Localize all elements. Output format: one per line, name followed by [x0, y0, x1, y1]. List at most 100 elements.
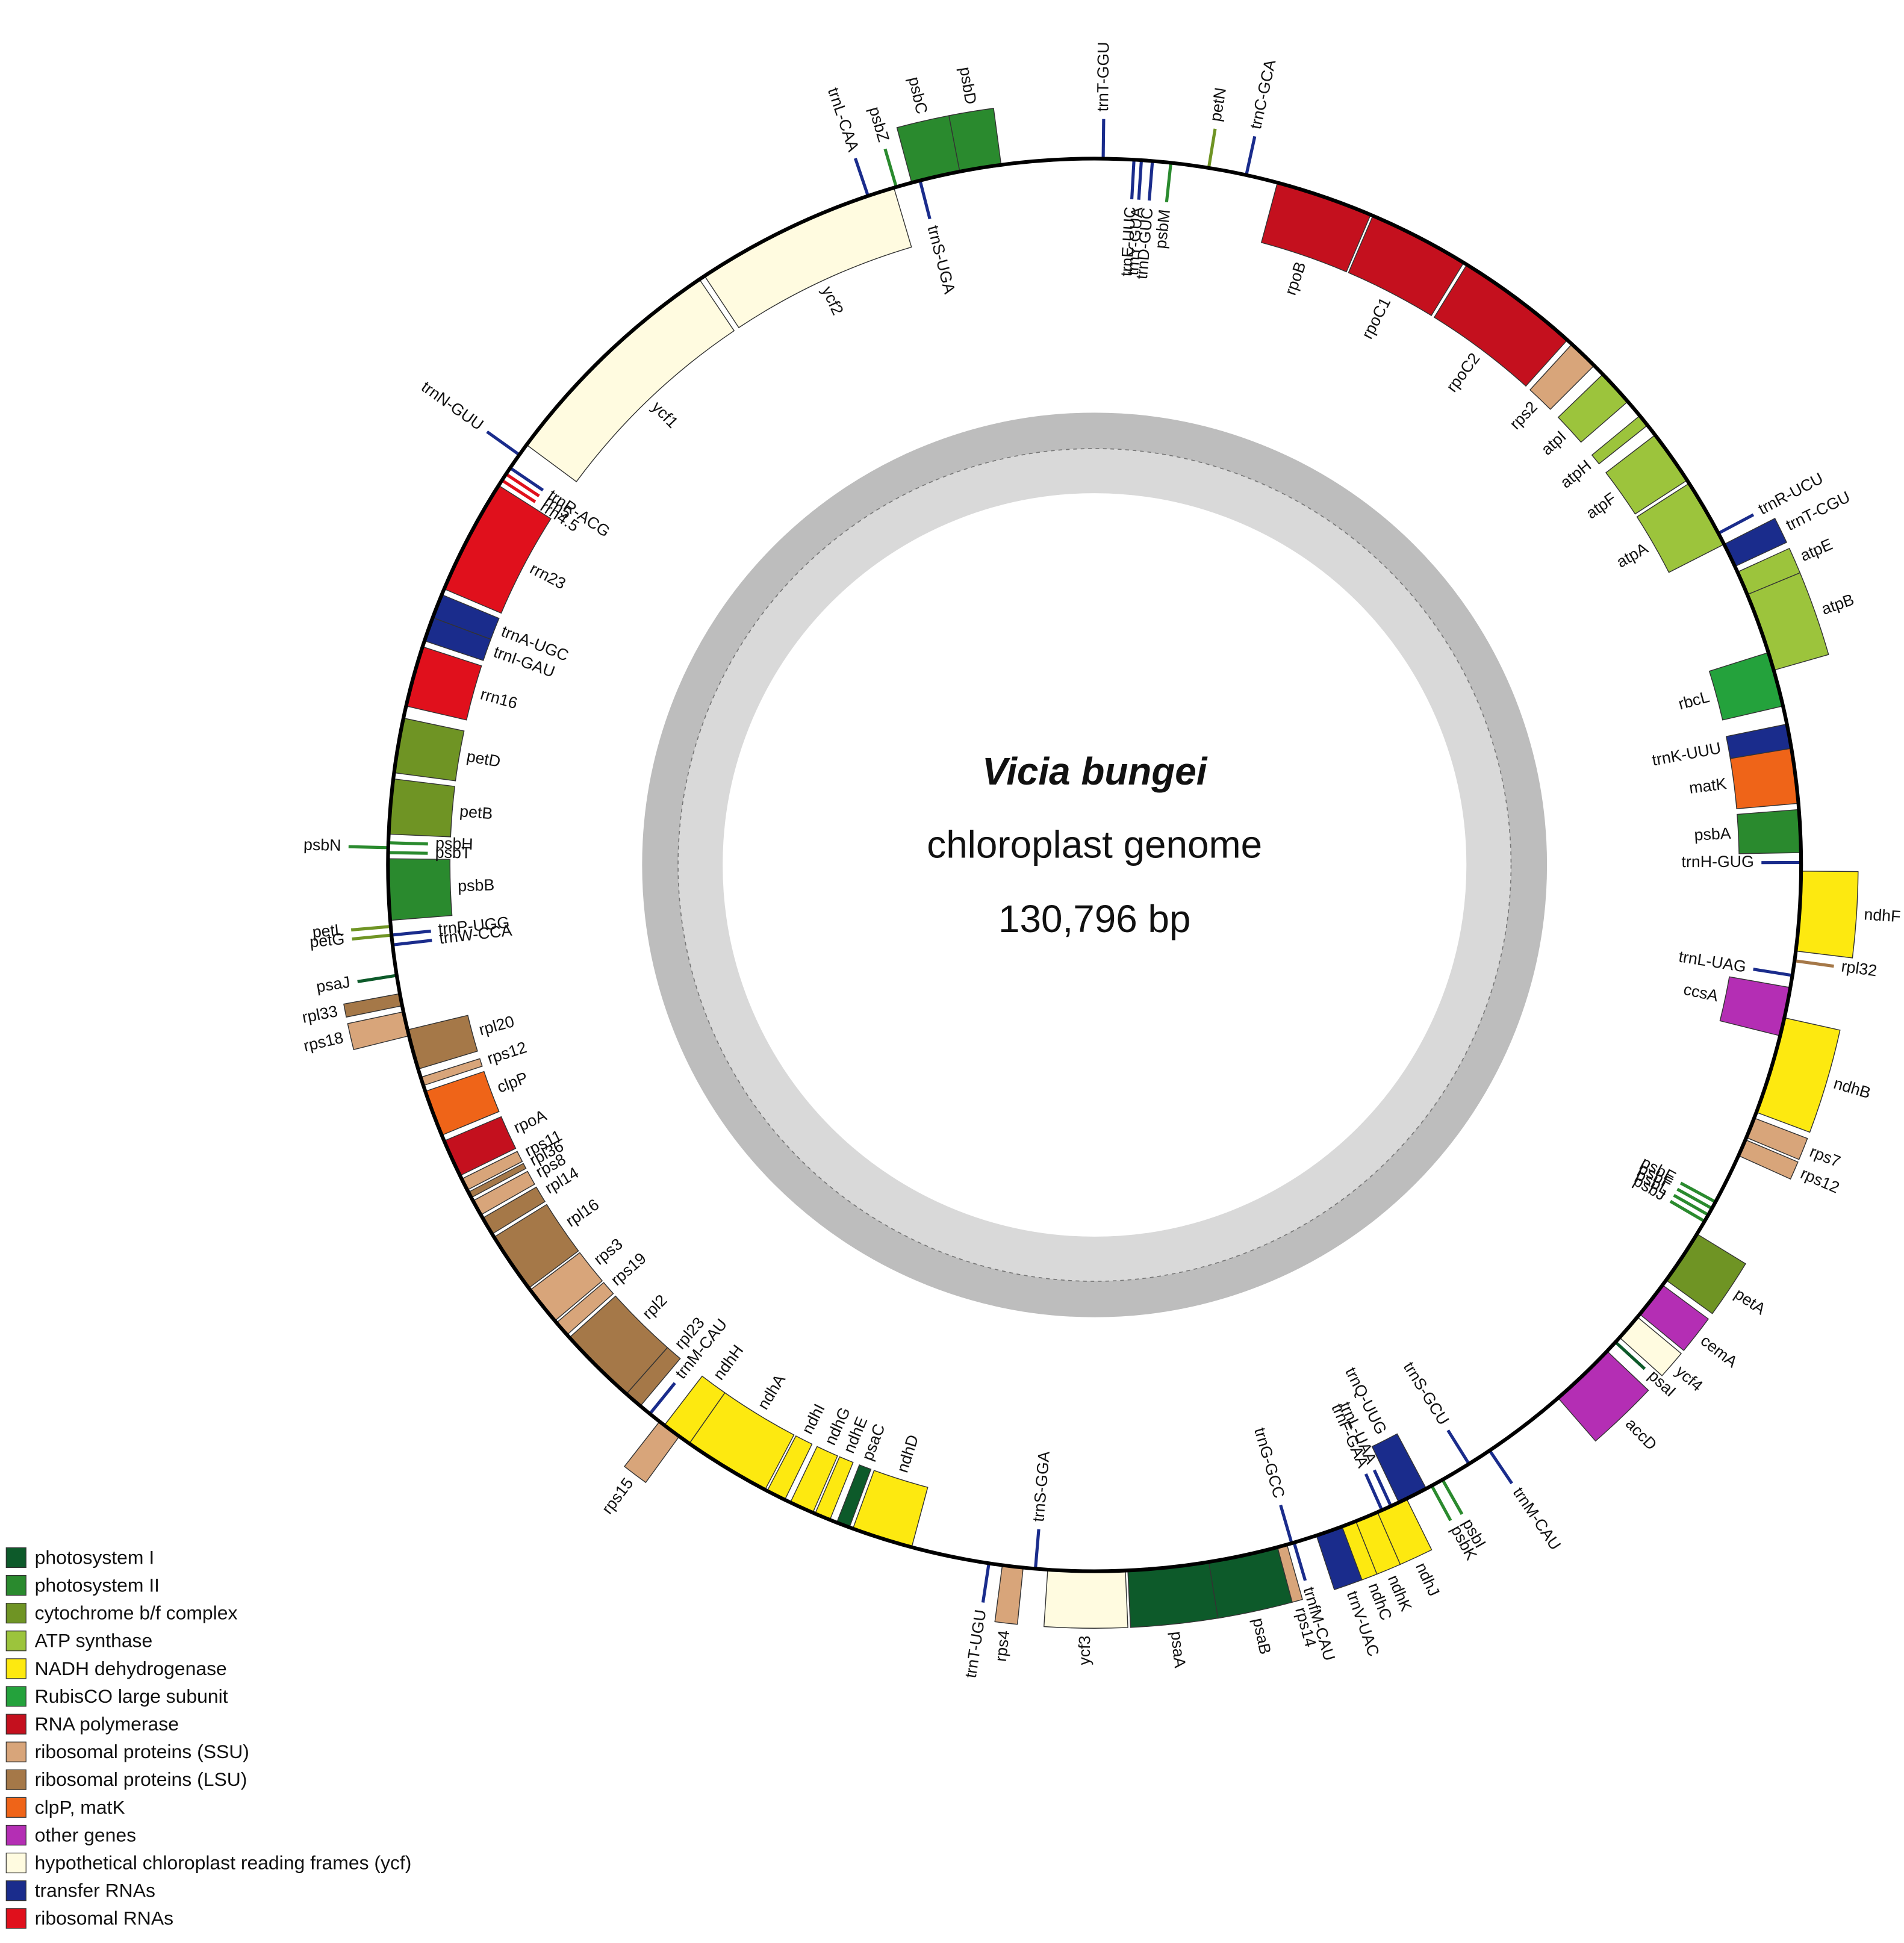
gene-label: rpl16	[562, 1195, 602, 1230]
gene-label: atpA	[1613, 539, 1651, 571]
gene-label: psbH	[435, 834, 473, 853]
gene-block	[1737, 809, 1802, 854]
gene-tick	[1372, 1469, 1393, 1507]
gene-label: trnG-GCC	[1251, 1426, 1288, 1500]
legend-swatch	[5, 1852, 26, 1874]
genome-type: chloroplast genome	[927, 823, 1262, 866]
legend-label: ribosomal proteins (LSU)	[35, 1768, 247, 1790]
gene-tick	[1614, 1341, 1646, 1370]
gene-label: ndhB	[1832, 1074, 1873, 1102]
gene-tick	[391, 929, 431, 937]
gene-label: trnK-UUU	[1650, 739, 1722, 769]
legend-label: hypothetical chloroplast reading frames …	[35, 1852, 412, 1874]
gene-tick	[1446, 1429, 1470, 1465]
gene-tick	[1673, 1193, 1710, 1216]
gene-tick	[392, 939, 432, 947]
gene-label: ndhA	[754, 1371, 789, 1413]
gene-label: trnE-UUC	[1117, 206, 1139, 276]
gene-tick	[1441, 1479, 1464, 1516]
legend-label: clpP, matK	[35, 1796, 125, 1818]
gene-tick	[348, 845, 388, 850]
gene-label: rps18	[302, 1028, 345, 1055]
gene-label: accD	[1622, 1414, 1661, 1453]
gene-block	[1729, 748, 1799, 810]
gene-label: psbT	[435, 843, 471, 862]
legend-label: transfer RNAs	[35, 1880, 155, 1901]
gene-label: petL	[312, 921, 345, 941]
legend-swatch	[5, 1547, 26, 1568]
genome-circle	[386, 157, 1803, 1573]
gene-tick	[357, 974, 397, 983]
legend-label: cytochrome b/f complex	[35, 1602, 238, 1624]
gene-tick	[505, 473, 540, 497]
gene-label: ndhF	[1864, 905, 1902, 925]
gene-label: rpoC1	[1358, 294, 1394, 341]
gc-content-ring	[642, 412, 1548, 1317]
gene-label: psbM	[1151, 208, 1174, 249]
gene-label: rrn16	[479, 685, 520, 712]
genome-size: 130,796 bp	[998, 897, 1190, 940]
gene-block	[387, 858, 453, 921]
gene-label: trnH-GUG	[1681, 853, 1753, 871]
gene-label: psaJ	[315, 973, 352, 996]
gene-label: ndhJ	[1412, 1559, 1443, 1599]
gene-label: rps15	[598, 1475, 636, 1517]
gene-label: trnS-GGA	[1029, 1450, 1053, 1523]
legend-swatch	[5, 1714, 26, 1735]
gene-tick	[501, 479, 537, 503]
gene-label: ycf2	[818, 284, 847, 318]
legend-label: photosystem II	[35, 1575, 160, 1596]
gene-tick	[388, 841, 428, 846]
gc-inner-band	[678, 449, 1511, 1282]
gene-tick	[1130, 160, 1136, 200]
gene-label: ycf1	[649, 398, 682, 432]
gene-tick	[352, 933, 392, 941]
gene-label: rps4	[992, 1629, 1013, 1662]
legend-label: ribosomal proteins (SSU)	[35, 1741, 249, 1762]
gene-tick	[1147, 161, 1154, 201]
gene-block	[1127, 1561, 1219, 1628]
legend-label: ATP synthase	[35, 1630, 153, 1652]
gene-tick	[1292, 1542, 1307, 1581]
gene-tick	[918, 180, 932, 220]
gene-label: rpl2	[639, 1291, 671, 1323]
gene-tick	[1279, 1505, 1293, 1544]
gene-block	[443, 485, 552, 614]
gene-label: atpB	[1819, 590, 1856, 618]
gene-label: atpI	[1538, 427, 1570, 458]
gene-label: rbcL	[1676, 688, 1711, 713]
gene-label: psaI	[1645, 1366, 1680, 1400]
gene-tick	[1364, 1473, 1384, 1511]
legend-swatch	[5, 1741, 26, 1762]
gene-block	[393, 717, 465, 782]
gene-label: trnY-GUA	[1124, 207, 1146, 276]
gene-label: ycf4	[1672, 1362, 1706, 1395]
gene-label: petG	[309, 930, 346, 951]
gene-label: trnM-CAU	[1510, 1484, 1564, 1553]
gene-label: cemA	[1697, 1331, 1741, 1371]
organism-name: Vicia bungei	[982, 750, 1208, 793]
legend-swatch	[5, 1658, 26, 1679]
legend-swatch	[5, 1686, 26, 1707]
gene-label: clpP	[494, 1069, 530, 1096]
gene-block	[994, 1564, 1024, 1625]
gene-label: ndhH	[709, 1341, 747, 1383]
gene-label: ndhI	[798, 1401, 829, 1437]
gene-label: rps2	[1506, 398, 1541, 433]
gene-label: petD	[465, 747, 502, 771]
gene-label: ycf3	[1075, 1635, 1094, 1665]
gene-label: atpF	[1582, 489, 1619, 522]
legend-swatch	[5, 1908, 26, 1929]
legend-swatch	[5, 1575, 26, 1596]
gene-tick	[853, 158, 870, 197]
gene-tick	[981, 1563, 991, 1603]
gene-label: petN	[1206, 86, 1230, 123]
gene-tick	[1753, 968, 1793, 977]
gene-label: psbB	[458, 875, 495, 895]
gene-tick	[486, 430, 520, 456]
gene-label: psbN	[303, 835, 341, 854]
gene-block	[1208, 1546, 1293, 1619]
gene-tick	[1679, 1181, 1717, 1204]
genes	[343, 108, 1859, 1629]
